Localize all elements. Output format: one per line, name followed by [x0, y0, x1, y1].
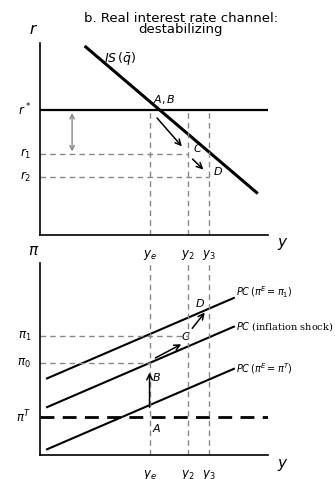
Text: $PC$ (inflation shock): $PC$ (inflation shock)	[236, 320, 334, 333]
Text: $y_3$: $y_3$	[202, 468, 216, 479]
Text: $r_2$: $r_2$	[20, 170, 31, 184]
Text: $r_1$: $r_1$	[20, 147, 31, 161]
Text: $r$: $r$	[29, 23, 38, 37]
Text: $\pi_1$: $\pi_1$	[17, 330, 31, 343]
Text: $C$: $C$	[193, 142, 203, 155]
Text: $PC\,(\pi^E=\pi^T)$: $PC\,(\pi^E=\pi^T)$	[236, 362, 293, 376]
Text: $y_e$: $y_e$	[143, 468, 156, 479]
Text: $\pi^T$: $\pi^T$	[16, 409, 31, 425]
Text: $y_3$: $y_3$	[202, 248, 216, 262]
Text: destabilizing: destabilizing	[139, 23, 223, 36]
Text: $y_2$: $y_2$	[182, 248, 195, 262]
Text: $\pi$: $\pi$	[28, 244, 39, 258]
Text: $B$: $B$	[152, 371, 161, 383]
Text: $y$: $y$	[277, 236, 289, 252]
Text: $D$: $D$	[213, 165, 223, 178]
Text: $D$: $D$	[195, 297, 205, 309]
Text: $y_e$: $y_e$	[143, 248, 156, 262]
Text: $A$: $A$	[152, 422, 161, 434]
Text: $y$: $y$	[277, 456, 289, 473]
Text: $r^*$: $r^*$	[18, 102, 31, 118]
Text: $C$: $C$	[182, 330, 191, 342]
Text: $y_2$: $y_2$	[182, 468, 195, 479]
Text: $IS\,(\bar{q})$: $IS\,(\bar{q})$	[104, 50, 136, 67]
Text: $PC\,(\pi^E=\pi_1)$: $PC\,(\pi^E=\pi_1)$	[236, 285, 292, 300]
Text: $A,B$: $A,B$	[153, 93, 176, 106]
Text: $\pi_0$: $\pi_0$	[17, 356, 31, 370]
Text: b. Real interest rate channel:: b. Real interest rate channel:	[84, 12, 278, 25]
